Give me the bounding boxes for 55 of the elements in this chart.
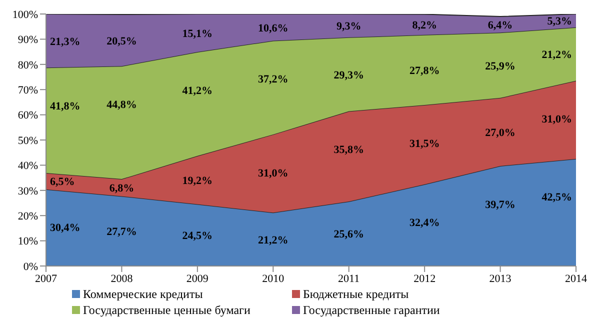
data-label: 42,5%: [542, 192, 572, 204]
y-tick-label: 20%: [18, 210, 38, 223]
x-tick-label: 2008: [110, 272, 134, 285]
data-label: 20,5%: [106, 35, 137, 48]
data-label: 30,4%: [50, 222, 80, 234]
data-label: 6,8%: [109, 182, 134, 195]
data-label: 35,8%: [334, 144, 364, 156]
y-tick-label: 30%: [18, 185, 38, 198]
data-label: 27,7%: [106, 226, 137, 238]
x-tick-label: 2011: [338, 272, 360, 285]
data-label: 9,3%: [336, 20, 362, 33]
legend-label: Коммерческие кредиты: [83, 286, 203, 302]
data-label: 25,6%: [334, 228, 364, 241]
data-label: 41,8%: [50, 100, 80, 112]
data-label: 31,0%: [258, 167, 288, 180]
data-label: 21,2%: [258, 234, 288, 246]
data-label: 10,6%: [258, 22, 288, 34]
x-tick-label: 2007: [35, 272, 58, 285]
data-label: 32,4%: [409, 217, 440, 230]
data-label: 21,2%: [542, 49, 572, 62]
y-tick-label: 60%: [18, 110, 38, 122]
x-tick-label: 2010: [262, 272, 285, 285]
y-tick-label: 90%: [18, 34, 38, 46]
data-label: 31,0%: [542, 114, 572, 126]
y-tick-label: 10%: [18, 236, 38, 248]
data-label: 8,2%: [412, 20, 437, 32]
x-tick-label: 2009: [186, 272, 209, 285]
data-label: 6,5%: [50, 176, 75, 188]
data-label: 41,2%: [182, 84, 213, 97]
legend-label: Государственные гарантии: [303, 302, 440, 318]
y-tick-label: 40%: [18, 160, 38, 172]
x-tick-label: 2013: [489, 272, 512, 285]
data-label: 44,8%: [106, 98, 137, 111]
legend-label: Бюджетные кредиты: [303, 286, 409, 302]
y-tick-label: 50%: [18, 134, 38, 147]
y-tick-label: 80%: [18, 59, 38, 72]
x-tick-label: 2012: [414, 272, 436, 285]
data-label: 31,5%: [409, 138, 440, 150]
data-label: 24,5%: [182, 230, 213, 242]
data-label: 25,9%: [485, 60, 516, 72]
y-tick-label: 100%: [12, 8, 38, 21]
data-label: 19,2%: [182, 175, 213, 188]
data-label: 27,0%: [485, 126, 516, 139]
data-label: 27,8%: [409, 64, 440, 77]
data-label: 37,2%: [258, 74, 288, 86]
data-label: 21,3%: [50, 36, 80, 48]
legend-label: Государственные ценные бумаги: [83, 302, 250, 318]
data-label: 5,3%: [547, 16, 572, 28]
data-label: 39,7%: [485, 198, 516, 211]
data-label: 29,3%: [334, 69, 364, 82]
data-label: 15,1%: [182, 28, 213, 40]
y-tick-label: 70%: [18, 84, 38, 97]
y-tick-label: 0%: [23, 260, 38, 273]
x-tick-label: 2014: [565, 272, 588, 285]
data-label: 6,4%: [488, 20, 513, 32]
